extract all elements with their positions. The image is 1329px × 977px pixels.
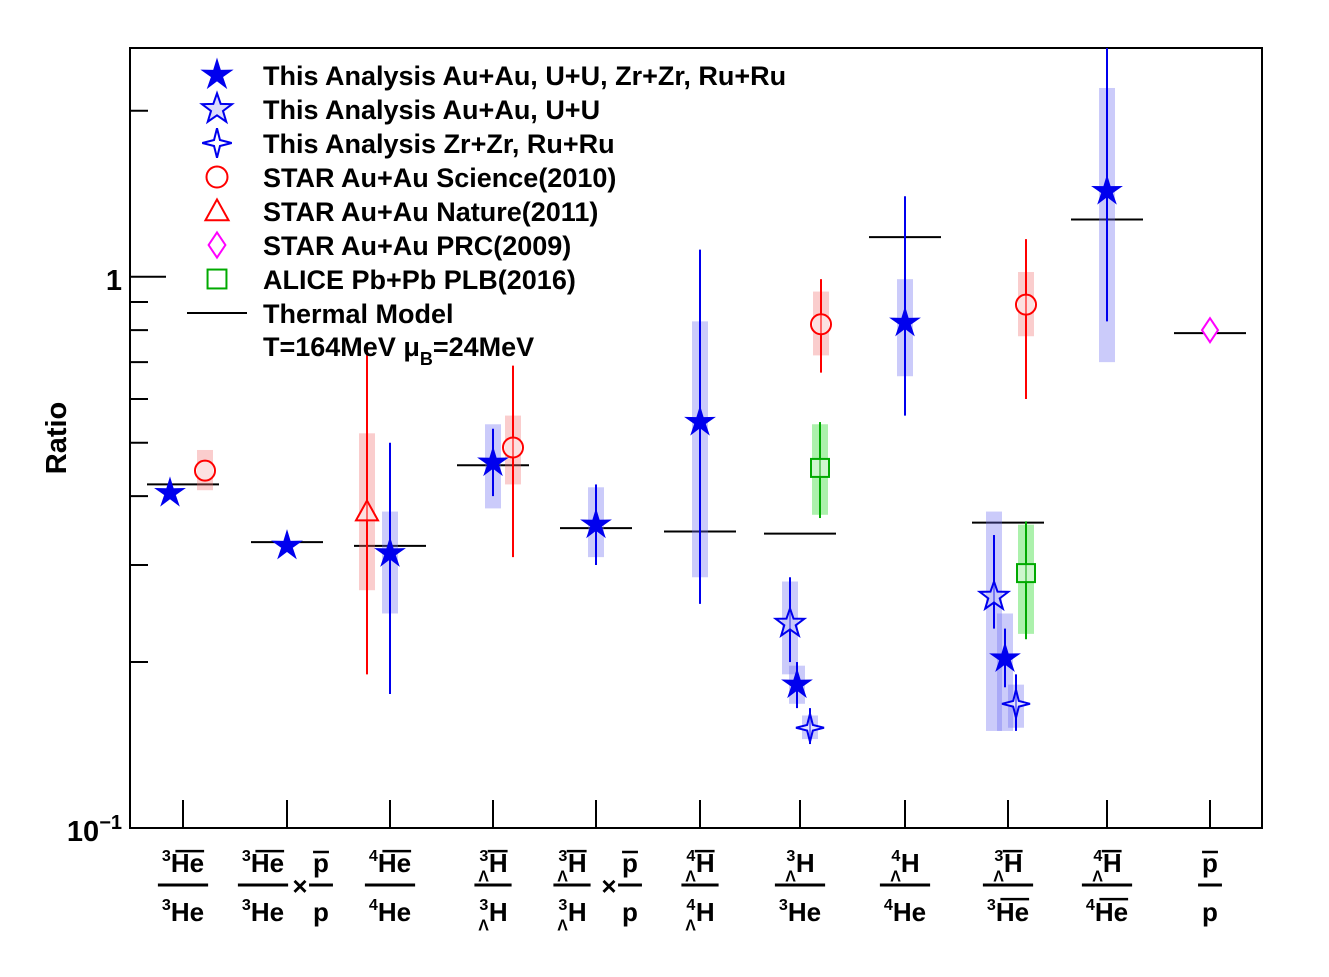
legend-marker [202, 128, 232, 158]
x-category-label: 3He 3He pp× [237, 847, 333, 927]
legend-item: This Analysis Zr+Zr, Ru+Ru [202, 128, 615, 159]
legend-item: Thermal Model [187, 299, 454, 329]
y-tick-label: 10−1 [67, 812, 122, 848]
this_all-point [781, 667, 813, 699]
category-label-denominator: 3 ΛH [478, 896, 507, 934]
legend-item: STAR Au+Au PRC(2009) [207, 230, 571, 261]
category-label-second-numerator: p [622, 848, 638, 878]
x-category-label: pp [1198, 848, 1222, 927]
category-label-denominator: 4He [884, 896, 926, 927]
legend-marker [205, 165, 229, 189]
legend-label: This Analysis Au+Au, U+U, Zr+Zr, Ru+Ru [263, 61, 786, 91]
legend-item: STAR Au+Au Science(2010) [205, 163, 616, 193]
this_all-point [271, 529, 303, 560]
category-label-denominator: 3He [779, 896, 821, 927]
this_auu-point [976, 578, 1012, 612]
legend-label: This Analysis Zr+Zr, Ru+Ru [263, 129, 615, 159]
legend-label: STAR Au+Au Nature(2011) [263, 197, 598, 227]
category-label-numerator: p [1202, 848, 1218, 878]
this_all-point [684, 405, 716, 436]
alice-point [1016, 563, 1036, 584]
x-category-label: 4 ΛH4 ΛH [681, 847, 719, 934]
legend-label: STAR Au+Au PRC(2009) [263, 231, 571, 261]
star_sci-point [1015, 293, 1037, 316]
legend-item: ALICE Pb+Pb PLB(2016) [206, 265, 576, 295]
star_prc-point [1200, 316, 1220, 344]
legend-label: This Analysis Au+Au, U+U [263, 95, 600, 125]
category-label-numerator: 4 ΛH [685, 847, 714, 885]
y-tick-label: 1 [106, 265, 122, 297]
category-label-denominator: 3 ΛH [557, 896, 586, 934]
this_all-point [374, 536, 406, 567]
star_nat-point [354, 498, 380, 522]
x-category-label: 3He 3He [157, 847, 209, 927]
category-label-second-numerator: p [313, 848, 329, 878]
category-label-numerator: 3 ΛH [478, 847, 507, 885]
legend-marker [199, 90, 235, 125]
legend-label: Thermal Model [263, 299, 454, 329]
legend-item: This Analysis Au+Au, U+U [199, 90, 600, 125]
this_all-point [889, 306, 921, 337]
legend-label: ALICE Pb+Pb PLB(2016) [263, 265, 576, 295]
category-label-numerator: 3He [242, 847, 284, 878]
this_all-point [477, 445, 509, 477]
legend-item: STAR Au+Au Nature(2011) [203, 197, 598, 227]
category-label-denominator: 4 ΛH [685, 896, 714, 934]
legend-marker [200, 57, 234, 90]
legend-marker [203, 197, 231, 222]
category-label-denominator: 4He [1086, 896, 1128, 927]
this_all-point [1091, 174, 1123, 205]
star_sci-point [194, 459, 216, 482]
category-label-denominator: 3He [162, 896, 204, 927]
legend-label: STAR Au+Au Science(2010) [263, 163, 616, 193]
thermal-model-parameters: T=164MeV μB=24MeV [263, 332, 534, 369]
times-sign: × [292, 871, 307, 901]
data-markers [154, 174, 1220, 743]
x-category-label: 4He 4He [364, 847, 416, 927]
star_sci-point [502, 436, 524, 459]
legend-item: This Analysis Au+Au, U+U, Zr+Zr, Ru+Ru [200, 57, 786, 91]
legend: This Analysis Au+Au, U+U, Zr+Zr, Ru+Ru Th… [187, 57, 786, 369]
category-label-denominator: p [1202, 897, 1218, 927]
legend-marker [207, 230, 227, 260]
alice-point [810, 457, 830, 478]
category-label-numerator: 3He [162, 847, 204, 878]
x-category-label: 3 ΛH 3 ΛH pp× [553, 847, 642, 934]
thermal-model-lines [147, 218, 1246, 547]
this_all-point [580, 507, 612, 539]
category-label-numerator: 4 ΛH [1092, 847, 1121, 885]
category-label-second-denominator: p [622, 897, 638, 927]
category-label-second-denominator: p [313, 897, 329, 927]
this_zrru-point [795, 713, 825, 743]
times-sign: × [601, 871, 616, 901]
category-label-denominator: 4He [369, 896, 411, 927]
this_all-point [989, 641, 1021, 673]
this_zrru-point [1001, 689, 1031, 719]
this_auu-point [772, 605, 808, 639]
category-label-numerator: 3 ΛH [785, 847, 814, 885]
category-label-denominator: 3He [987, 896, 1029, 927]
category-label-numerator: 4 ΛH [890, 847, 919, 885]
legend-marker [206, 268, 228, 290]
category-label-numerator: 3 ΛH [993, 847, 1022, 885]
y-axis-label: Ratio [41, 402, 73, 475]
plot-frame [129, 47, 1263, 829]
category-label-denominator: 3He [242, 896, 284, 927]
x-category-label: 3 ΛH3 ΛH [474, 847, 512, 934]
category-label-numerator: 3 ΛH [557, 847, 586, 885]
this_all-point [154, 476, 186, 507]
plot-border [129, 47, 1263, 829]
category-label-numerator: 4He [369, 847, 411, 878]
star_sci-point [810, 313, 832, 336]
